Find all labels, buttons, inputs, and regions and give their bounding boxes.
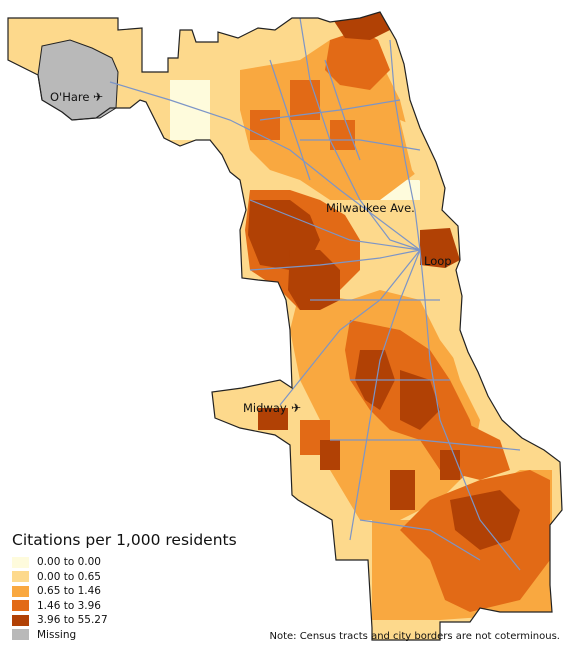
transit-lines (109, 17, 521, 571)
airplane-icon: ✈ (93, 90, 103, 104)
legend-item: 3.96 to 55.27 (12, 613, 252, 628)
label-midway: Midway (243, 401, 287, 415)
legend-item: 0.00 to 0.00 (12, 555, 252, 570)
legend-swatch (12, 614, 29, 626)
legend-title: Citations per 1,000 residents (12, 531, 237, 549)
legend-label: 0.00 to 0.65 (37, 570, 101, 583)
legend-swatch (12, 571, 29, 583)
legend-item: Missing (12, 628, 252, 643)
label-milwaukee: Milwaukee Ave. (326, 201, 415, 215)
legend-item: 1.46 to 3.96 (12, 599, 252, 614)
legend-swatch (12, 600, 29, 612)
label-loop: Loop (424, 254, 452, 268)
census-tracts (170, 12, 552, 620)
legend: Citations per 1,000 residents 0.00 to 0.… (12, 531, 252, 642)
label-ohare: O'Hare (50, 90, 89, 104)
legend-swatch (12, 585, 29, 597)
legend-swatch (12, 629, 29, 641)
legend-item: 0.65 to 1.46 (12, 584, 252, 599)
legend-label: 0.65 to 1.46 (37, 585, 101, 598)
legend-label: 3.96 to 55.27 (37, 614, 108, 627)
legend-label: 1.46 to 3.96 (37, 599, 101, 612)
airplane-icon: ✈ (291, 401, 301, 415)
legend-item: 0.00 to 0.65 (12, 570, 252, 585)
legend-rows: 0.00 to 0.00 0.00 to 0.65 0.65 to 1.46 1.46… (12, 555, 252, 642)
legend-swatch (12, 556, 29, 568)
city-border (7, 11, 563, 641)
note: Note: Census tracts and city borders are… (269, 631, 560, 642)
legend-label: Missing (37, 628, 77, 641)
legend-label: 0.00 to 0.00 (37, 556, 101, 569)
